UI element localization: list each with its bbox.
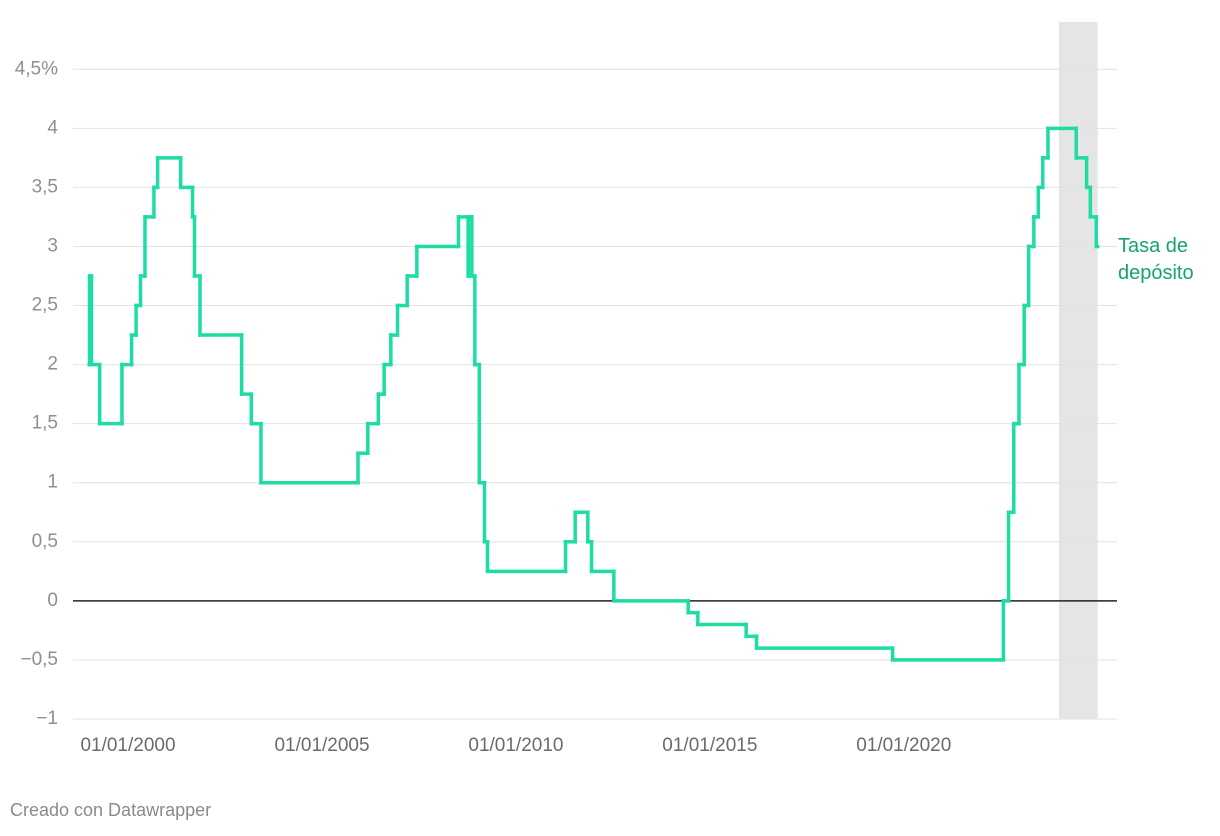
y-tick-label: 1	[47, 472, 58, 493]
y-tick-label: 2	[47, 354, 58, 375]
y-tick-label: −1	[36, 708, 58, 729]
x-tick-label: 01/01/2020	[856, 735, 951, 756]
x-tick-label: 01/01/2015	[662, 735, 757, 756]
y-tick-label: 3,5	[32, 176, 58, 197]
highlight-band	[1058, 22, 1098, 719]
y-tick-label: 0,5	[32, 531, 58, 552]
y-tick-label: 1,5	[32, 413, 58, 434]
y-tick-label: 4	[47, 117, 58, 138]
series-label: Tasa de depósito	[1118, 235, 1194, 284]
y-tick-label: 4,5%	[15, 58, 58, 79]
y-tick-label: 3	[47, 235, 58, 256]
y-tick-label: 0	[47, 590, 58, 611]
x-tick-label: 01/01/2000	[80, 735, 175, 756]
y-tick-label: 2,5	[32, 295, 58, 316]
footer: Creado con Datawrapper	[10, 800, 212, 820]
x-tick-label: 01/01/2010	[468, 735, 563, 756]
x-tick-label: 01/01/2005	[274, 735, 369, 756]
y-tick-label: −0,5	[20, 649, 58, 670]
